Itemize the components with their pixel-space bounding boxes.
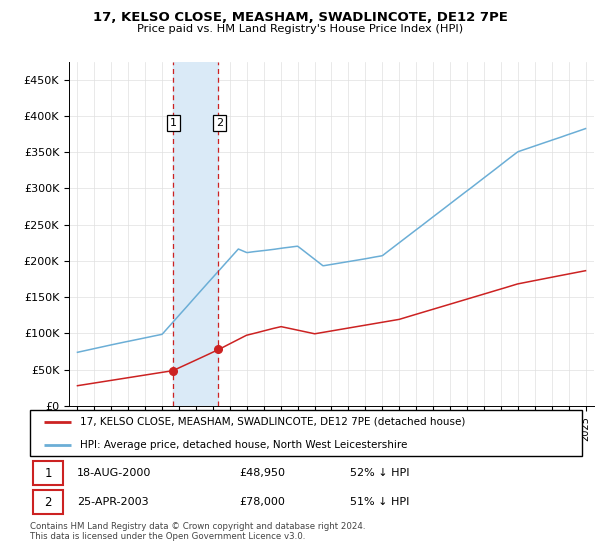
FancyBboxPatch shape	[30, 410, 582, 456]
FancyBboxPatch shape	[33, 490, 63, 515]
Text: 25-APR-2003: 25-APR-2003	[77, 497, 149, 507]
Text: 51% ↓ HPI: 51% ↓ HPI	[350, 497, 410, 507]
Text: £78,000: £78,000	[240, 497, 286, 507]
Text: 17, KELSO CLOSE, MEASHAM, SWADLINCOTE, DE12 7PE (detached house): 17, KELSO CLOSE, MEASHAM, SWADLINCOTE, D…	[80, 417, 465, 427]
Text: £48,950: £48,950	[240, 468, 286, 478]
Text: HPI: Average price, detached house, North West Leicestershire: HPI: Average price, detached house, Nort…	[80, 440, 407, 450]
FancyBboxPatch shape	[33, 461, 63, 486]
Text: 18-AUG-2000: 18-AUG-2000	[77, 468, 151, 478]
Text: 2: 2	[44, 496, 52, 509]
Bar	[173, 62, 218, 406]
Text: 1: 1	[44, 466, 52, 480]
Text: 52% ↓ HPI: 52% ↓ HPI	[350, 468, 410, 478]
Text: Contains HM Land Registry data © Crown copyright and database right 2024.
This d: Contains HM Land Registry data © Crown c…	[30, 522, 365, 542]
Text: 1: 1	[170, 118, 177, 128]
Text: Price paid vs. HM Land Registry's House Price Index (HPI): Price paid vs. HM Land Registry's House …	[137, 24, 463, 34]
Text: 17, KELSO CLOSE, MEASHAM, SWADLINCOTE, DE12 7PE: 17, KELSO CLOSE, MEASHAM, SWADLINCOTE, D…	[92, 11, 508, 24]
Text: 2: 2	[215, 118, 223, 128]
